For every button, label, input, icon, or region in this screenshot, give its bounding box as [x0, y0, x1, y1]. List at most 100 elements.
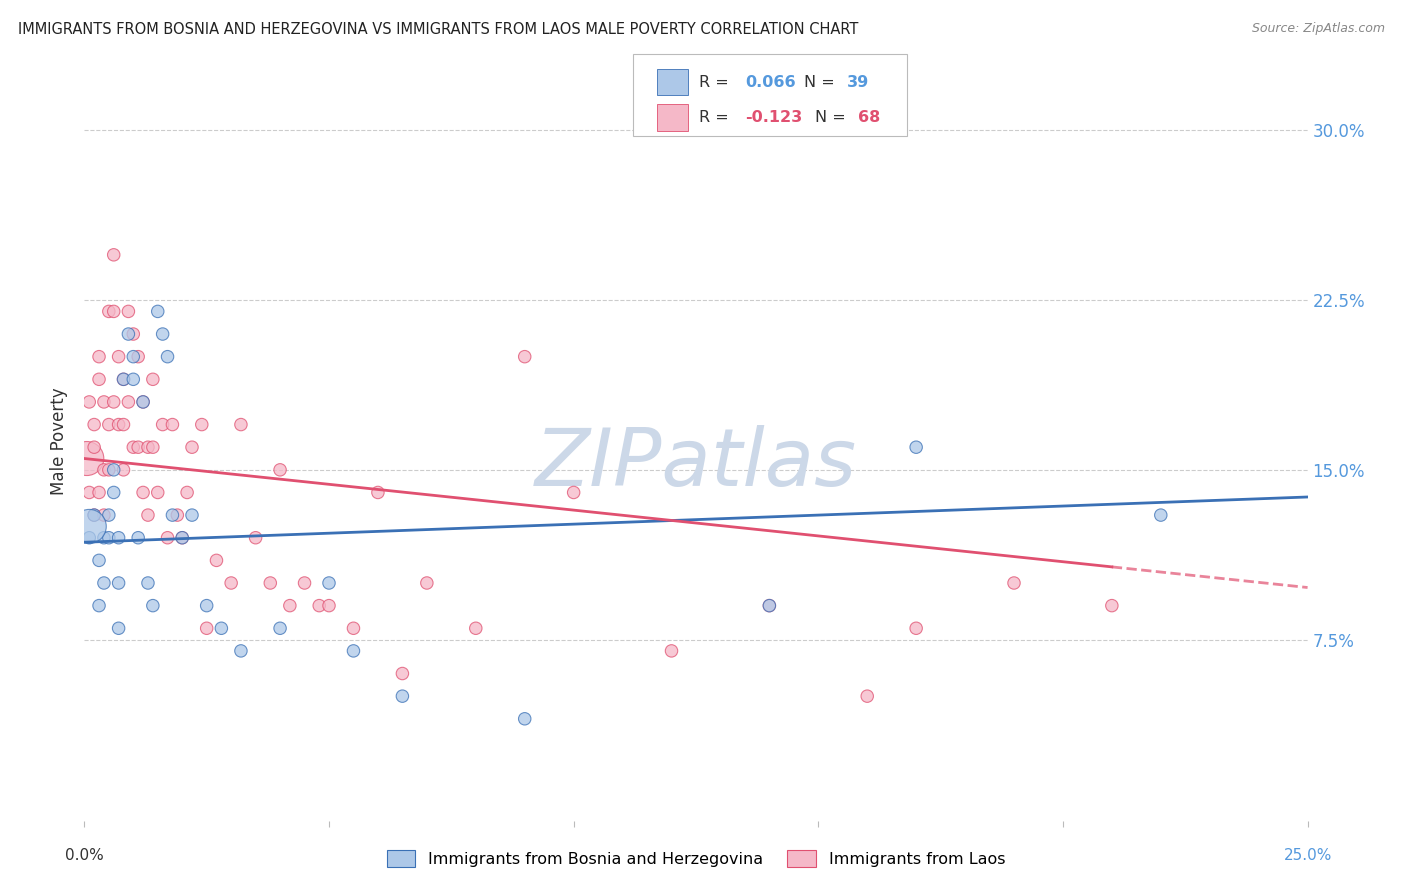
Point: [127, 531, 149, 545]
Point: [97, 531, 120, 545]
Point: [87, 485, 110, 500]
Point: [83, 508, 105, 522]
Point: [391, 689, 413, 703]
Text: -0.123: -0.123: [745, 110, 803, 125]
Point: [146, 485, 169, 500]
Point: [132, 395, 155, 409]
Point: [195, 599, 218, 613]
Point: [191, 417, 214, 432]
Point: [107, 531, 129, 545]
Text: 25.0%: 25.0%: [1284, 847, 1331, 863]
Point: [97, 463, 120, 477]
Point: [112, 372, 135, 386]
Text: IMMIGRANTS FROM BOSNIA AND HERZEGOVINA VS IMMIGRANTS FROM LAOS MALE POVERTY CORR: IMMIGRANTS FROM BOSNIA AND HERZEGOVINA V…: [18, 22, 859, 37]
Point: [259, 576, 281, 591]
Point: [112, 463, 135, 477]
Point: [166, 508, 188, 522]
Point: [318, 576, 340, 591]
Point: [122, 326, 145, 341]
Point: [367, 485, 389, 500]
Point: [308, 599, 330, 613]
Legend: Immigrants from Bosnia and Herzegovina, Immigrants from Laos: Immigrants from Bosnia and Herzegovina, …: [380, 844, 1012, 873]
Point: [93, 463, 115, 477]
Point: [83, 417, 105, 432]
Point: [112, 372, 135, 386]
Point: [107, 350, 129, 364]
Point: [117, 326, 139, 341]
Point: [758, 599, 780, 613]
Point: [856, 689, 879, 703]
Point: [195, 621, 218, 635]
Point: [318, 599, 340, 613]
Text: ZIPatlas: ZIPatlas: [534, 425, 858, 503]
Text: 68: 68: [858, 110, 880, 125]
Point: [103, 248, 125, 262]
Point: [107, 417, 129, 432]
Point: [103, 485, 125, 500]
Point: [93, 508, 115, 522]
Point: [122, 372, 145, 386]
Point: [1002, 576, 1025, 591]
Point: [103, 395, 125, 409]
Point: [294, 576, 316, 591]
Point: [758, 599, 780, 613]
Point: [229, 417, 252, 432]
Y-axis label: Male Poverty: Male Poverty: [51, 388, 69, 495]
Point: [209, 621, 232, 635]
Text: 0.0%: 0.0%: [65, 847, 104, 863]
Point: [205, 553, 228, 567]
Point: [152, 326, 174, 341]
Point: [1101, 599, 1123, 613]
Point: [661, 644, 683, 658]
Text: N =: N =: [804, 75, 841, 89]
Point: [142, 440, 165, 454]
Point: [107, 576, 129, 591]
Point: [162, 417, 184, 432]
Point: [112, 417, 135, 432]
Point: [342, 621, 364, 635]
Point: [117, 395, 139, 409]
Point: [562, 485, 585, 500]
Point: [464, 621, 486, 635]
Point: [77, 531, 100, 545]
Point: [77, 395, 100, 409]
Point: [156, 531, 179, 545]
Point: [93, 395, 115, 409]
Point: [136, 576, 159, 591]
Point: [127, 350, 149, 364]
Point: [97, 508, 120, 522]
Point: [103, 463, 125, 477]
Point: [176, 485, 198, 500]
Point: [87, 350, 110, 364]
Point: [127, 440, 149, 454]
Point: [416, 576, 439, 591]
Point: [93, 576, 115, 591]
Point: [97, 417, 120, 432]
Point: [172, 531, 194, 545]
Point: [905, 440, 928, 454]
Point: [269, 621, 291, 635]
Point: [142, 599, 165, 613]
Point: [278, 599, 301, 613]
Point: [1150, 508, 1173, 522]
Point: [152, 417, 174, 432]
Text: 0.066: 0.066: [745, 75, 796, 89]
Point: [142, 372, 165, 386]
Text: R =: R =: [699, 110, 734, 125]
Point: [87, 599, 110, 613]
Point: [132, 395, 155, 409]
Point: [162, 508, 184, 522]
Point: [76, 451, 98, 466]
Point: [132, 485, 155, 500]
Point: [269, 463, 291, 477]
Text: R =: R =: [699, 75, 734, 89]
Point: [122, 350, 145, 364]
Point: [245, 531, 267, 545]
Point: [87, 372, 110, 386]
Text: 39: 39: [846, 75, 869, 89]
Point: [219, 576, 242, 591]
Point: [172, 531, 194, 545]
Point: [122, 440, 145, 454]
Point: [342, 644, 364, 658]
Point: [905, 621, 928, 635]
